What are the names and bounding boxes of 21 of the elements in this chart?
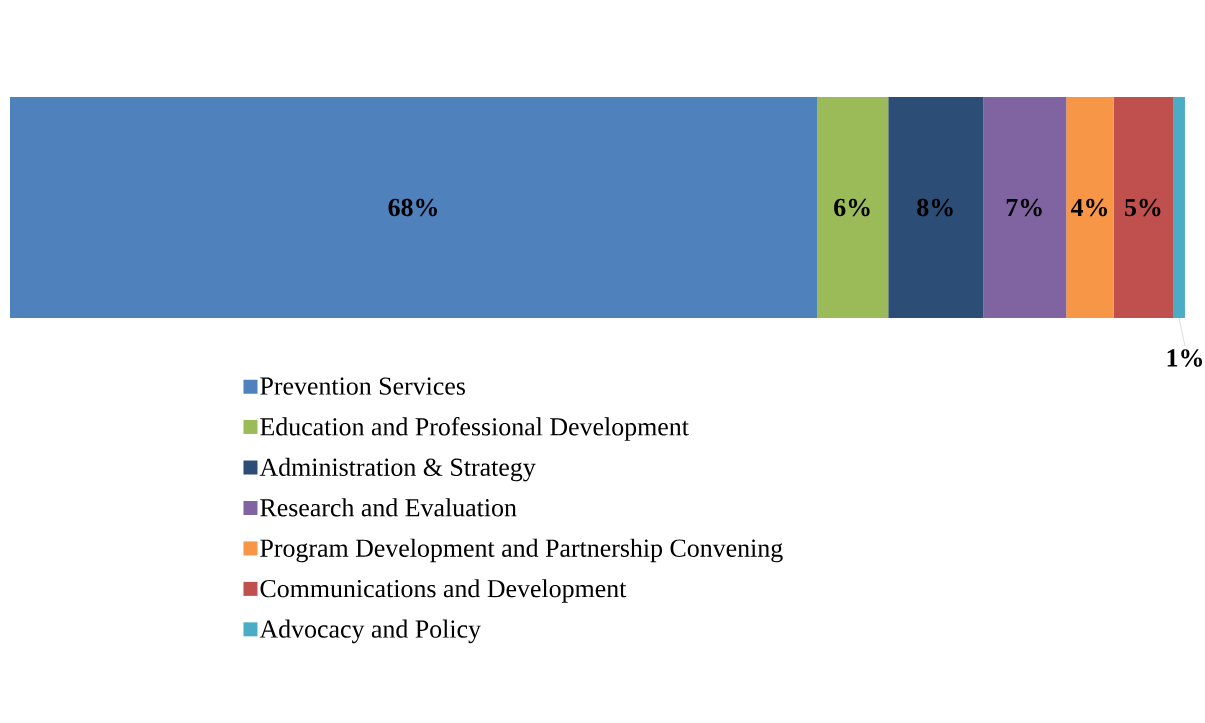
bar bbox=[817, 96, 889, 318]
bar bbox=[1066, 96, 1114, 318]
bar bbox=[1173, 96, 1185, 318]
data-label: 1% bbox=[1167, 349, 1203, 367]
data-label: 4% bbox=[1070, 198, 1108, 217]
bar bbox=[1113, 96, 1174, 318]
legend-label: Program Development and Partnership Convening bbox=[260, 538, 783, 563]
bar bbox=[983, 96, 1067, 318]
bar bbox=[10, 96, 818, 318]
legend-label: Education and Professional Development bbox=[260, 417, 689, 441]
data-label: 5% bbox=[1125, 198, 1161, 217]
legend-label: Prevention Services bbox=[260, 377, 465, 395]
bar bbox=[888, 96, 984, 318]
data-label: 8% bbox=[917, 198, 953, 217]
data-label: 7% bbox=[1006, 198, 1042, 217]
legend-label: Advocacy and Policy bbox=[259, 619, 481, 644]
legend-label: Communications and Development bbox=[260, 579, 627, 603]
data-label: 6% bbox=[834, 198, 870, 217]
legend-label: Administration & Strategy bbox=[259, 457, 536, 482]
data-label: 68% bbox=[388, 198, 437, 217]
legend-label: Research and Evaluation bbox=[260, 498, 517, 517]
